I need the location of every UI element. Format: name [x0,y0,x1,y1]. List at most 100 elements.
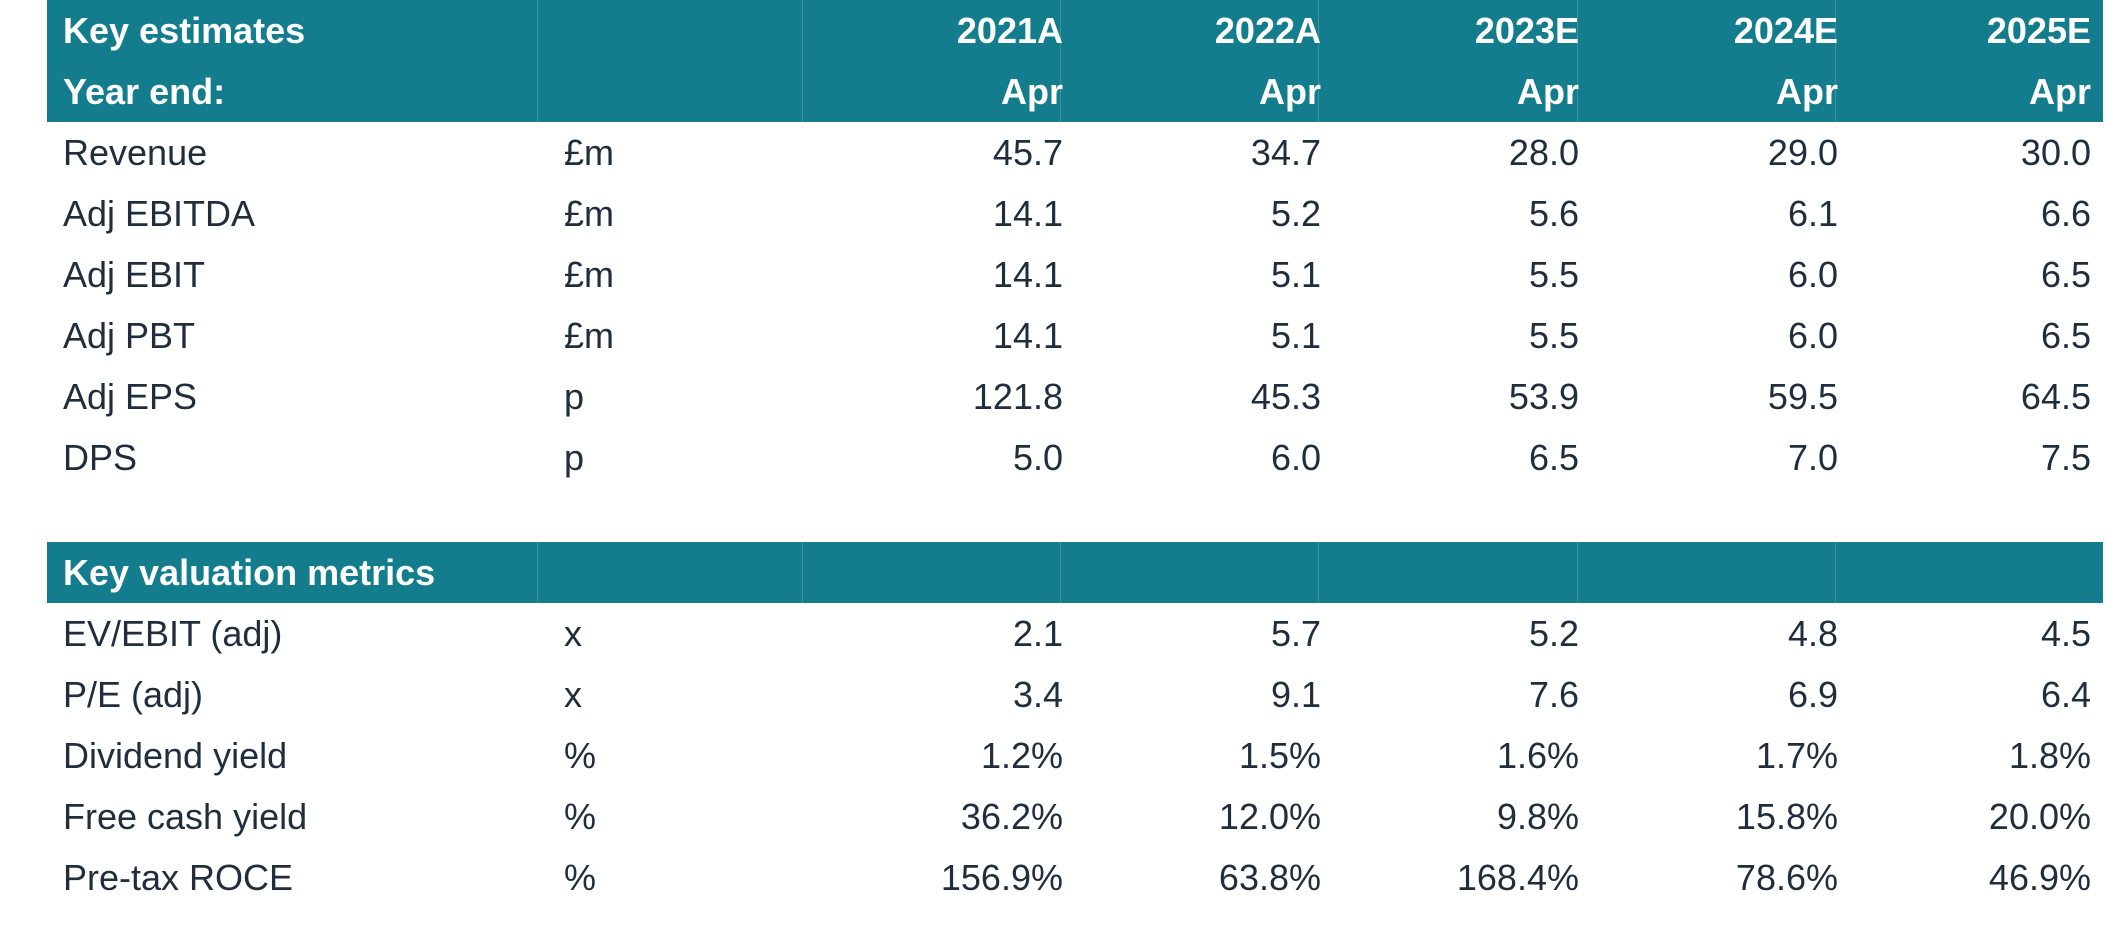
value-cell: 6.5 [1528,437,1579,478]
valuation-title: Key valuation metrics [63,552,436,593]
row-label: Adj EPS [63,376,198,417]
value-cell: 6.4 [2040,674,2091,715]
value-cell: 14.1 [992,193,1063,234]
value-cell: 20.0% [1988,796,2091,837]
estimates-body: Revenue £m 45.7 34.7 28.0 29.0 30.0 Adj EBITDA £… [47,122,2103,488]
value-cell: 36.2% [960,796,1063,837]
estimates-title-row: Key estimates 2021A 2022A 2023E 2024E 20… [47,0,2103,61]
year-header: 2022A [1214,10,1321,51]
value-cell: 121.8 [972,376,1063,417]
value-cell: 5.5 [1528,315,1579,356]
value-cell: 46.9% [1988,857,2091,898]
row-unit: x [564,613,582,654]
value-cell: 4.5 [2040,613,2091,654]
row-unit: p [564,437,585,478]
year-header: 2024E [1733,10,1838,51]
row-unit: £m [564,193,615,234]
table-row: P/E (adj) x 3.4 9.1 7.6 6.9 6.4 [47,664,2103,725]
value-cell: 64.5 [2020,376,2091,417]
value-cell: 4.8 [1787,613,1838,654]
row-unit: % [564,857,597,898]
value-cell: 30.0 [2020,132,2091,173]
value-cell: 1.6% [1496,735,1579,776]
value-cell: 6.0 [1787,315,1838,356]
table-row: Free cash yield% 36.2% 12.0% 9.8% 15.8% 20.0% [47,786,2103,847]
value-cell: 5.1 [1270,315,1321,356]
value-cell: 53.9 [1508,376,1579,417]
year-header: 2023E [1474,10,1579,51]
value-cell: 45.7 [992,132,1063,173]
table-row: Dividend yield% 1.2% 1.5% 1.6% 1.7% 1.8% [47,725,2103,786]
value-cell: 29.0 [1767,132,1838,173]
row-label: Revenue [63,132,208,173]
value-cell: 6.9 [1787,674,1838,715]
value-cell: 59.5 [1767,376,1838,417]
value-cell: 7.5 [2040,437,2091,478]
value-cell: 1.5% [1238,735,1321,776]
value-cell: 14.1 [992,315,1063,356]
row-label: Adj EBITDA [63,193,256,234]
row-unit: £m [564,254,615,295]
row-label: Dividend yield [63,735,288,776]
table-row: Revenue £m 45.7 34.7 28.0 29.0 30.0 [47,122,2103,183]
value-cell: 9.8% [1496,796,1579,837]
table-row: Adj PBT £m 14.1 5.1 5.5 6.0 6.5 [47,305,2103,366]
year-end-month: Apr [1001,71,1063,112]
row-label: Adj EBIT [63,254,206,295]
table-row: Adj EBITDA £m 14.1 5.2 5.6 6.1 6.6 [47,183,2103,244]
value-cell: 6.0 [1787,254,1838,295]
value-cell: 7.6 [1528,674,1579,715]
row-label: EV/EBIT (adj) [63,613,283,654]
table-row: Adj EBIT £m 14.1 5.1 5.5 6.0 6.5 [47,244,2103,305]
value-cell: 14.1 [992,254,1063,295]
table-row: Pre-tax ROCE% 156.9% 63.8% 168.4% 78.6% 46.9% [47,847,2103,908]
value-cell: 5.1 [1270,254,1321,295]
table-row: DPS p 5.0 6.0 6.5 7.0 7.5 [47,427,2103,488]
valuation-body: EV/EBIT (adj) x 2.1 5.7 5.2 4.8 4.5 P/E (adj) x 3… [47,603,2103,908]
year-end-row: Year end: Apr Apr Apr Apr Apr [47,61,2103,122]
value-cell: 3.4 [1012,674,1063,715]
value-cell: 2.1 [1012,613,1063,654]
value-cell: 6.0 [1270,437,1321,478]
year-header: 2021A [956,10,1063,51]
value-cell: 12.0% [1218,796,1321,837]
row-label: DPS [63,437,138,478]
value-cell: 28.0 [1508,132,1579,173]
value-cell: 5.2 [1270,193,1321,234]
year-end-month: Apr [1776,71,1838,112]
value-cell: 63.8% [1218,857,1321,898]
value-cell: 6.5 [2040,254,2091,295]
row-label: Adj PBT [63,315,196,356]
value-cell: 6.1 [1787,193,1838,234]
value-cell: 6.5 [2040,315,2091,356]
value-cell: 5.6 [1528,193,1579,234]
value-cell: 5.5 [1528,254,1579,295]
row-unit: p [564,376,585,417]
value-cell: 5.2 [1528,613,1579,654]
value-cell: 5.7 [1270,613,1321,654]
row-unit: % [564,796,597,837]
key-valuation-table: Key valuation metrics EV/EBIT (adj) x 2.1 5… [47,542,2103,908]
row-label: Pre-tax ROCE [63,857,294,898]
valuation-title-row: Key valuation metrics [47,542,2103,603]
value-cell: 34.7 [1250,132,1321,173]
table-row: Adj EPS p 121.8 45.3 53.9 59.5 64.5 [47,366,2103,427]
row-label: Free cash yield [63,796,308,837]
year-header: 2025E [1986,10,2091,51]
row-unit: % [564,735,597,776]
value-cell: 15.8% [1735,796,1838,837]
value-cell: 1.2% [980,735,1063,776]
year-end-month: Apr [2029,71,2091,112]
value-cell: 45.3 [1250,376,1321,417]
key-estimates-table: Key estimates 2021A 2022A 2023E 2024E 20… [47,0,2103,488]
value-cell: 1.8% [2008,735,2091,776]
table-row: EV/EBIT (adj) x 2.1 5.7 5.2 4.8 4.5 [47,603,2103,664]
value-cell: 168.4% [1456,857,1579,898]
estimates-title: Key estimates [63,10,306,51]
value-cell: 7.0 [1787,437,1838,478]
value-cell: 1.7% [1755,735,1838,776]
value-cell: 5.0 [1012,437,1063,478]
value-cell: 9.1 [1270,674,1321,715]
row-unit: x [564,674,582,715]
value-cell: 78.6% [1735,857,1838,898]
